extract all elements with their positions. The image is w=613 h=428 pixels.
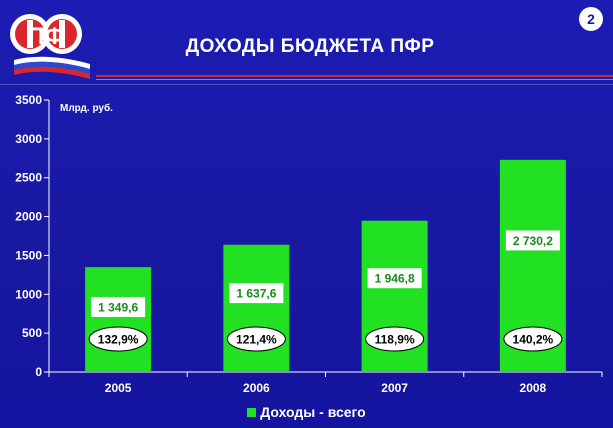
y-axis-unit-label: Млрд. руб.: [60, 103, 113, 114]
growth-label: 132,9%: [98, 333, 139, 347]
growth-badge: [88, 326, 148, 352]
value-label: 2 730,2: [513, 234, 553, 248]
legend-label: Доходы - всего: [260, 404, 366, 420]
growth-badge: [365, 326, 425, 352]
value-label-box: [91, 296, 146, 317]
value-label-box: [505, 230, 560, 251]
value-label: 1 349,6: [98, 300, 138, 314]
x-tick-label: 2006: [243, 381, 270, 395]
slide-number-badge: 2: [579, 7, 603, 31]
value-label: 1 946,8: [375, 272, 415, 286]
growth-label: 121,4%: [236, 333, 277, 347]
growth-badge: [226, 326, 286, 352]
y-tick-label: 1500: [15, 248, 42, 262]
pfr-logo-icon: ПФ: [10, 14, 90, 79]
value-label-box: [229, 283, 284, 304]
header-divider-secondary: [96, 79, 613, 80]
y-tick-label: 1000: [15, 287, 42, 301]
value-label-box: [367, 268, 422, 289]
y-tick-label: 3500: [15, 93, 42, 107]
x-tick-label: 2008: [520, 381, 547, 395]
bar-2005: [85, 267, 152, 372]
y-tick-label: 500: [22, 326, 42, 340]
y-tick-label: 3000: [15, 132, 42, 146]
header-divider-bottom: [0, 84, 613, 85]
x-tick-label: 2005: [105, 381, 132, 395]
header-divider: [96, 75, 613, 77]
growth-badge: [503, 326, 563, 352]
chart-legend: Доходы - всего: [0, 404, 613, 420]
value-label: 1 637,6: [236, 287, 276, 301]
growth-label: 140,2%: [513, 333, 554, 347]
legend-swatch: [247, 407, 257, 417]
y-tick-label: 2500: [15, 171, 42, 185]
growth-label: 118,9%: [375, 333, 415, 347]
y-tick-label: 0: [35, 365, 42, 379]
y-tick-label: 2000: [15, 210, 42, 224]
pfr-logo-text: ПФ: [27, 23, 65, 50]
x-tick-label: 2007: [381, 381, 408, 395]
bar-2006: [223, 244, 290, 372]
page-title: ДОХОДЫ БЮДЖЕТА ПФР: [185, 36, 435, 57]
